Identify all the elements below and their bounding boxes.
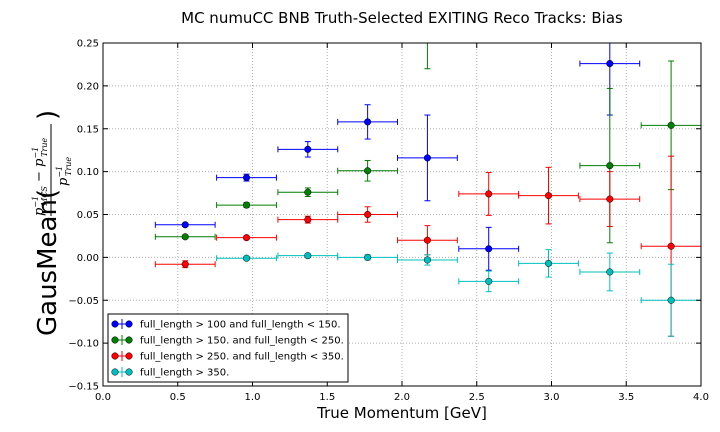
- y-num-b-sub: True: [40, 137, 49, 156]
- legend: full_length > 100 and full_length < 150.…: [107, 313, 349, 383]
- y-tick-label: −0.05: [68, 296, 99, 307]
- legend-marker: [111, 320, 119, 328]
- data-point: [242, 234, 251, 242]
- x-axis-label: True Momentum [GeV]: [316, 404, 487, 422]
- legend-marker: [125, 352, 133, 360]
- data-point: [544, 192, 553, 200]
- legend-marker: [125, 336, 133, 344]
- data-point: [364, 253, 372, 261]
- legend-label: full_length > 150. and full_length < 250…: [140, 336, 344, 347]
- y-num-b-sup: −1: [31, 147, 40, 159]
- data-point: [606, 162, 614, 170]
- legend-entry-2: full_length > 150. and full_length < 250…: [111, 335, 344, 347]
- legend-entry-1: full_length > 100 and full_length < 150.: [111, 319, 341, 331]
- data-point: [181, 233, 189, 241]
- x-tick-label: 1.0: [245, 392, 261, 403]
- data-point: [181, 260, 189, 268]
- y-den-sup: −1: [55, 166, 64, 178]
- data-point: [667, 296, 675, 304]
- y-tick-label: 0.10: [77, 167, 99, 178]
- data-point: [364, 167, 372, 175]
- legend-box: [107, 313, 349, 383]
- y-num-a-sub: MCS: [40, 186, 49, 207]
- data-point: [667, 242, 675, 250]
- y-tick-label: 0.25: [77, 39, 99, 50]
- data-point: [423, 236, 431, 244]
- data-point: [364, 210, 372, 219]
- y-tick-label: 0.20: [77, 81, 99, 92]
- series-3: [154, 155, 701, 337]
- data-point: [485, 190, 493, 198]
- y-num-minus: −: [32, 167, 47, 186]
- y-tick-label: −0.10: [68, 339, 99, 350]
- y-axis-label-suffix: ): [33, 110, 63, 120]
- x-tick-label: 3.5: [618, 392, 634, 403]
- x-tick-label: 3.0: [544, 392, 560, 403]
- data-point: [423, 154, 431, 162]
- y-tick-label: −0.15: [68, 382, 99, 393]
- data-point: [304, 216, 312, 224]
- x-tick-label: 0.0: [95, 392, 111, 403]
- data-point: [544, 259, 553, 267]
- legend-marker: [125, 320, 133, 328]
- y-num-a: p: [32, 207, 47, 216]
- data-point: [606, 60, 614, 68]
- chart-title: MC numuCC BNB Truth-Selected EXITING Rec…: [181, 9, 623, 27]
- axis-ticks: 0.0 0.5 1.0 1.5 2.0 2.5 3.0 3.5 4.0 −0.15 −0.10 −0.…: [68, 39, 709, 404]
- legend-marker: [111, 368, 119, 376]
- legend-marker: [111, 352, 119, 360]
- series-2: [154, 43, 701, 244]
- legend-marker: [125, 368, 133, 376]
- legend-label: full_length > 350.: [140, 368, 229, 379]
- y-den: p: [56, 177, 71, 186]
- y-tick-label: 0.05: [77, 210, 99, 221]
- y-tick-label: 0.15: [77, 124, 99, 135]
- legend-label: full_length > 100 and full_length < 150.: [140, 320, 341, 331]
- x-tick-label: 4.0: [693, 392, 709, 403]
- y-axis-label-numerator: p−1MCS − p−1True: [31, 137, 49, 216]
- data-point: [242, 174, 251, 182]
- data-point: [485, 277, 493, 285]
- legend-label: full_length > 250. and full_length < 350…: [140, 352, 344, 363]
- data-point: [606, 195, 614, 203]
- series-layer: [154, 43, 701, 337]
- y-tick-label: 0.00: [77, 253, 99, 264]
- y-axis-label-denominator: p−1True: [55, 157, 73, 186]
- data-point: [304, 188, 312, 196]
- data-point: [423, 256, 431, 264]
- series-4: [216, 249, 701, 337]
- data-point: [304, 145, 312, 153]
- x-tick-label: 0.5: [170, 392, 186, 403]
- y-num-a-sup: −1: [31, 196, 40, 208]
- data-point: [606, 268, 614, 276]
- y-den-sub: True: [64, 157, 73, 176]
- x-tick-label: 2.5: [469, 392, 485, 403]
- data-point: [242, 201, 251, 209]
- data-point: [364, 118, 372, 126]
- legend-entry-4: full_length > 350.: [111, 367, 229, 379]
- data-point: [667, 121, 675, 129]
- data-point: [485, 245, 493, 253]
- legend-entry-3: full_length > 250. and full_length < 350…: [111, 351, 344, 363]
- y-axis-label-prefix: GausMean(: [33, 189, 63, 336]
- data-point: [304, 252, 312, 260]
- y-axis-label: GausMean( p−1MCS − p−1True p−1True ): [31, 110, 73, 336]
- series-1: [154, 43, 641, 271]
- x-tick-label: 2.0: [394, 392, 410, 403]
- legend-marker: [111, 336, 119, 344]
- y-num-b: p: [32, 158, 47, 167]
- data-point: [181, 221, 189, 229]
- x-tick-label: 1.5: [319, 392, 335, 403]
- data-point: [242, 254, 251, 262]
